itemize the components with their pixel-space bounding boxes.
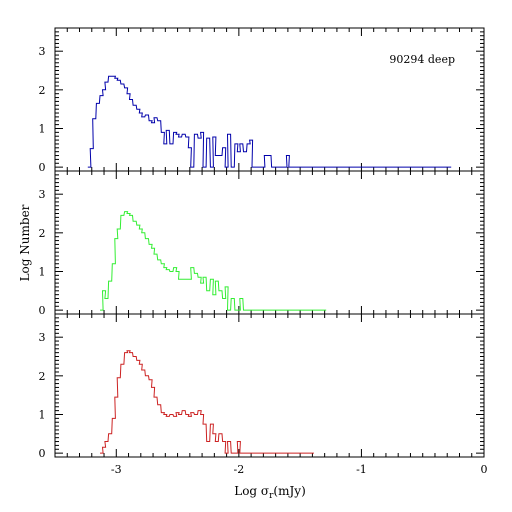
x-tick-label: -2 [233,463,244,476]
x-tick-label: 0 [481,463,488,476]
x-axis-label: Log σr(mJy) [234,484,306,501]
histogram-series-1 [87,75,452,168]
x-tick-labels: -3 -2 -1 0 [111,463,488,476]
histogram-series-2 [100,211,327,311]
x-tick-label: -1 [356,463,367,476]
y-tick-label: 3 [39,331,46,344]
y-tick-label: 3 [39,188,46,201]
panel-1: 0 1 2 3 [39,27,485,174]
y-tick-label: 1 [39,408,46,421]
x-label-subscript: r [269,491,274,501]
panels-group: 0 1 2 3 0 1 2 3 0 1 2 3 [39,27,485,460]
x-label-main: Log σ [234,484,269,498]
y-tick-label: 1 [39,265,46,278]
y-tick-label: 1 [39,122,46,135]
y-tick-label: 0 [39,161,46,174]
y-tick-label: 2 [39,84,46,97]
panel-frame [54,170,485,315]
panel-2: 0 1 2 3 [39,170,485,317]
panel-3: 0 1 2 3 [39,313,485,460]
x-label-units: (mJy) [273,484,305,498]
histogram-series-3 [100,350,314,454]
y-tick-label: 2 [39,370,46,383]
y-tick-label: 2 [39,227,46,240]
y-tick-label: 3 [39,45,46,58]
panel-annotation: 90294 deep [389,53,455,66]
y-tick-label: 0 [39,304,46,317]
y-axis-label: Log Number [18,204,32,281]
x-tick-label: -3 [111,463,122,476]
y-tick-label: 0 [39,447,46,460]
panel-frame [54,313,485,458]
panel-frame [54,27,485,172]
